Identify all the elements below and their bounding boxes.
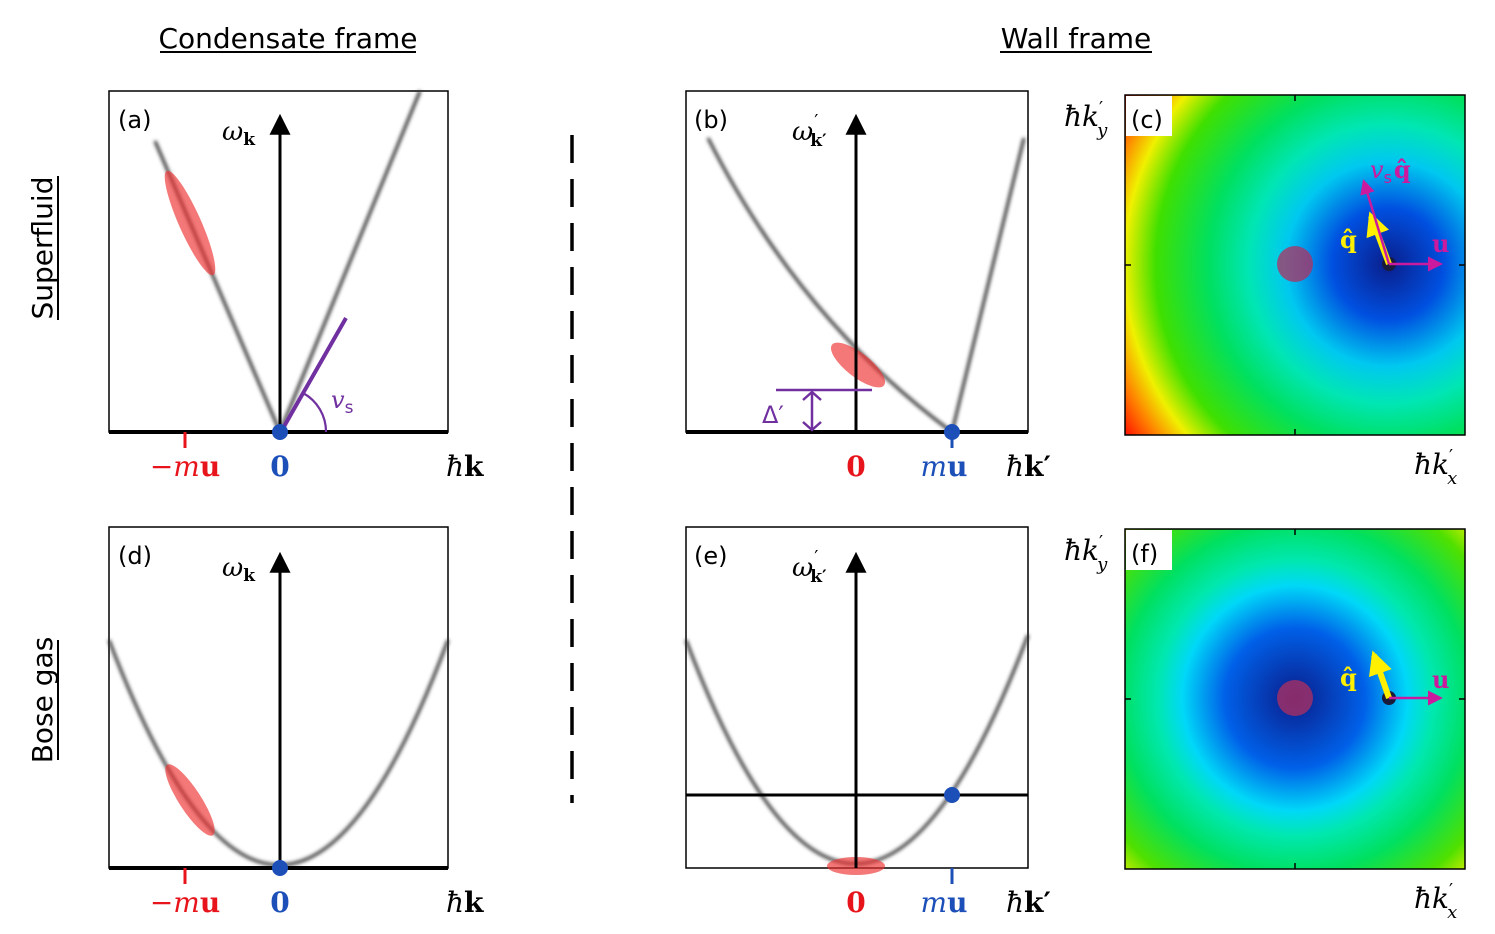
panel-a-red-ellipse xyxy=(164,170,216,276)
panel-b-red-ellipse xyxy=(830,342,886,388)
panel-b: (b) ω′ k′ Δ′ 0 mu ħk′ xyxy=(685,90,1051,483)
panel-d-minus-mu-label: −mu xyxy=(150,886,220,919)
panel-a-zero-label: 0 xyxy=(270,450,289,483)
panel-c-u-label: u xyxy=(1432,229,1449,258)
panel-b-gap-arrow-up xyxy=(802,390,822,401)
panel-b-dispersion xyxy=(706,137,1026,435)
panel-c-ky-label: ħk′ y xyxy=(1064,98,1108,141)
panel-e-mu-dot xyxy=(944,787,960,803)
panel-d-label: (d) xyxy=(118,542,152,570)
panel-c: (c) vsq̂ q̂ u ħk′ y ħk′ x xyxy=(1064,94,1466,489)
panel-b-label: (b) xyxy=(694,106,728,134)
panel-d-origin-dot xyxy=(272,860,288,876)
panel-a-label: (a) xyxy=(118,106,151,134)
row-header-bose-gas: Bose gas xyxy=(26,637,59,764)
panel-b-gap-arrow-down xyxy=(802,421,822,432)
panel-e-hbark-label: ħk′ xyxy=(1006,886,1051,919)
panel-b-omega-label: ω′ k′ xyxy=(792,111,827,151)
panel-b-delta-label: Δ′ xyxy=(762,401,784,429)
panel-a-vs-label: vs xyxy=(331,386,354,418)
panel-c-label-box xyxy=(1126,96,1172,136)
panel-a-origin-dot xyxy=(272,424,288,440)
panel-c-q-label: q̂ xyxy=(1340,225,1357,254)
row-header-superfluid: Superfluid xyxy=(26,177,59,320)
panel-b-zero-label: 0 xyxy=(846,450,865,483)
header-condensate-frame: Condensate frame xyxy=(158,22,417,55)
panel-f-u-label: u xyxy=(1432,665,1449,694)
panel-f: (f) q̂ u ħk′ y ħk′ x xyxy=(1064,528,1466,923)
panel-e: (e) ω′ k′ 0 mu ħk′ xyxy=(684,526,1051,919)
panel-c-kx-label: ħk′ x xyxy=(1414,446,1457,489)
header-wall-frame: Wall frame xyxy=(1001,22,1152,55)
panel-d: (d) ωk −mu 0 ħk xyxy=(107,526,484,919)
panel-c-condensate-dot xyxy=(1277,246,1313,282)
panel-d-hbark-label: ħk xyxy=(446,886,484,919)
panel-f-label-box xyxy=(1126,530,1172,570)
panel-e-zero-label: 0 xyxy=(846,886,865,919)
panel-e-mu-label: mu xyxy=(921,886,968,919)
panel-a-hbark-label: ħk xyxy=(446,450,484,483)
panel-f-q-arrow xyxy=(1368,650,1392,699)
panel-d-red-ellipse xyxy=(165,764,215,836)
panel-d-omega-label: ωk xyxy=(222,553,256,586)
panel-b-mu-label: mu xyxy=(921,450,968,483)
panel-a-angle-arc xyxy=(302,392,328,433)
panel-a-minus-mu-label: −mu xyxy=(150,450,220,483)
panel-d-zero-label: 0 xyxy=(270,886,289,919)
panel-f-kx-label: ħk′ x xyxy=(1414,880,1457,923)
panel-a: (a) ωk vs −mu 0 ħk xyxy=(108,90,484,483)
panel-c-label: (c) xyxy=(1131,106,1163,134)
panel-f-condensate-dot xyxy=(1277,680,1313,716)
panel-a-omega-label: ωk xyxy=(222,117,256,150)
panel-f-ky-label: ħk′ y xyxy=(1064,532,1108,575)
panel-f-label: (f) xyxy=(1131,540,1158,568)
panel-e-label: (e) xyxy=(694,542,728,570)
panel-f-q-label: q̂ xyxy=(1340,663,1357,692)
panel-c-vsq-label: vsq̂ xyxy=(1370,155,1411,187)
panel-e-omega-label: ω′ k′ xyxy=(792,547,827,587)
panel-a-sound-slope xyxy=(280,317,348,431)
panel-c-vsq-arrow xyxy=(1360,179,1391,265)
panel-b-hbark-label: ħk′ xyxy=(1006,450,1051,483)
